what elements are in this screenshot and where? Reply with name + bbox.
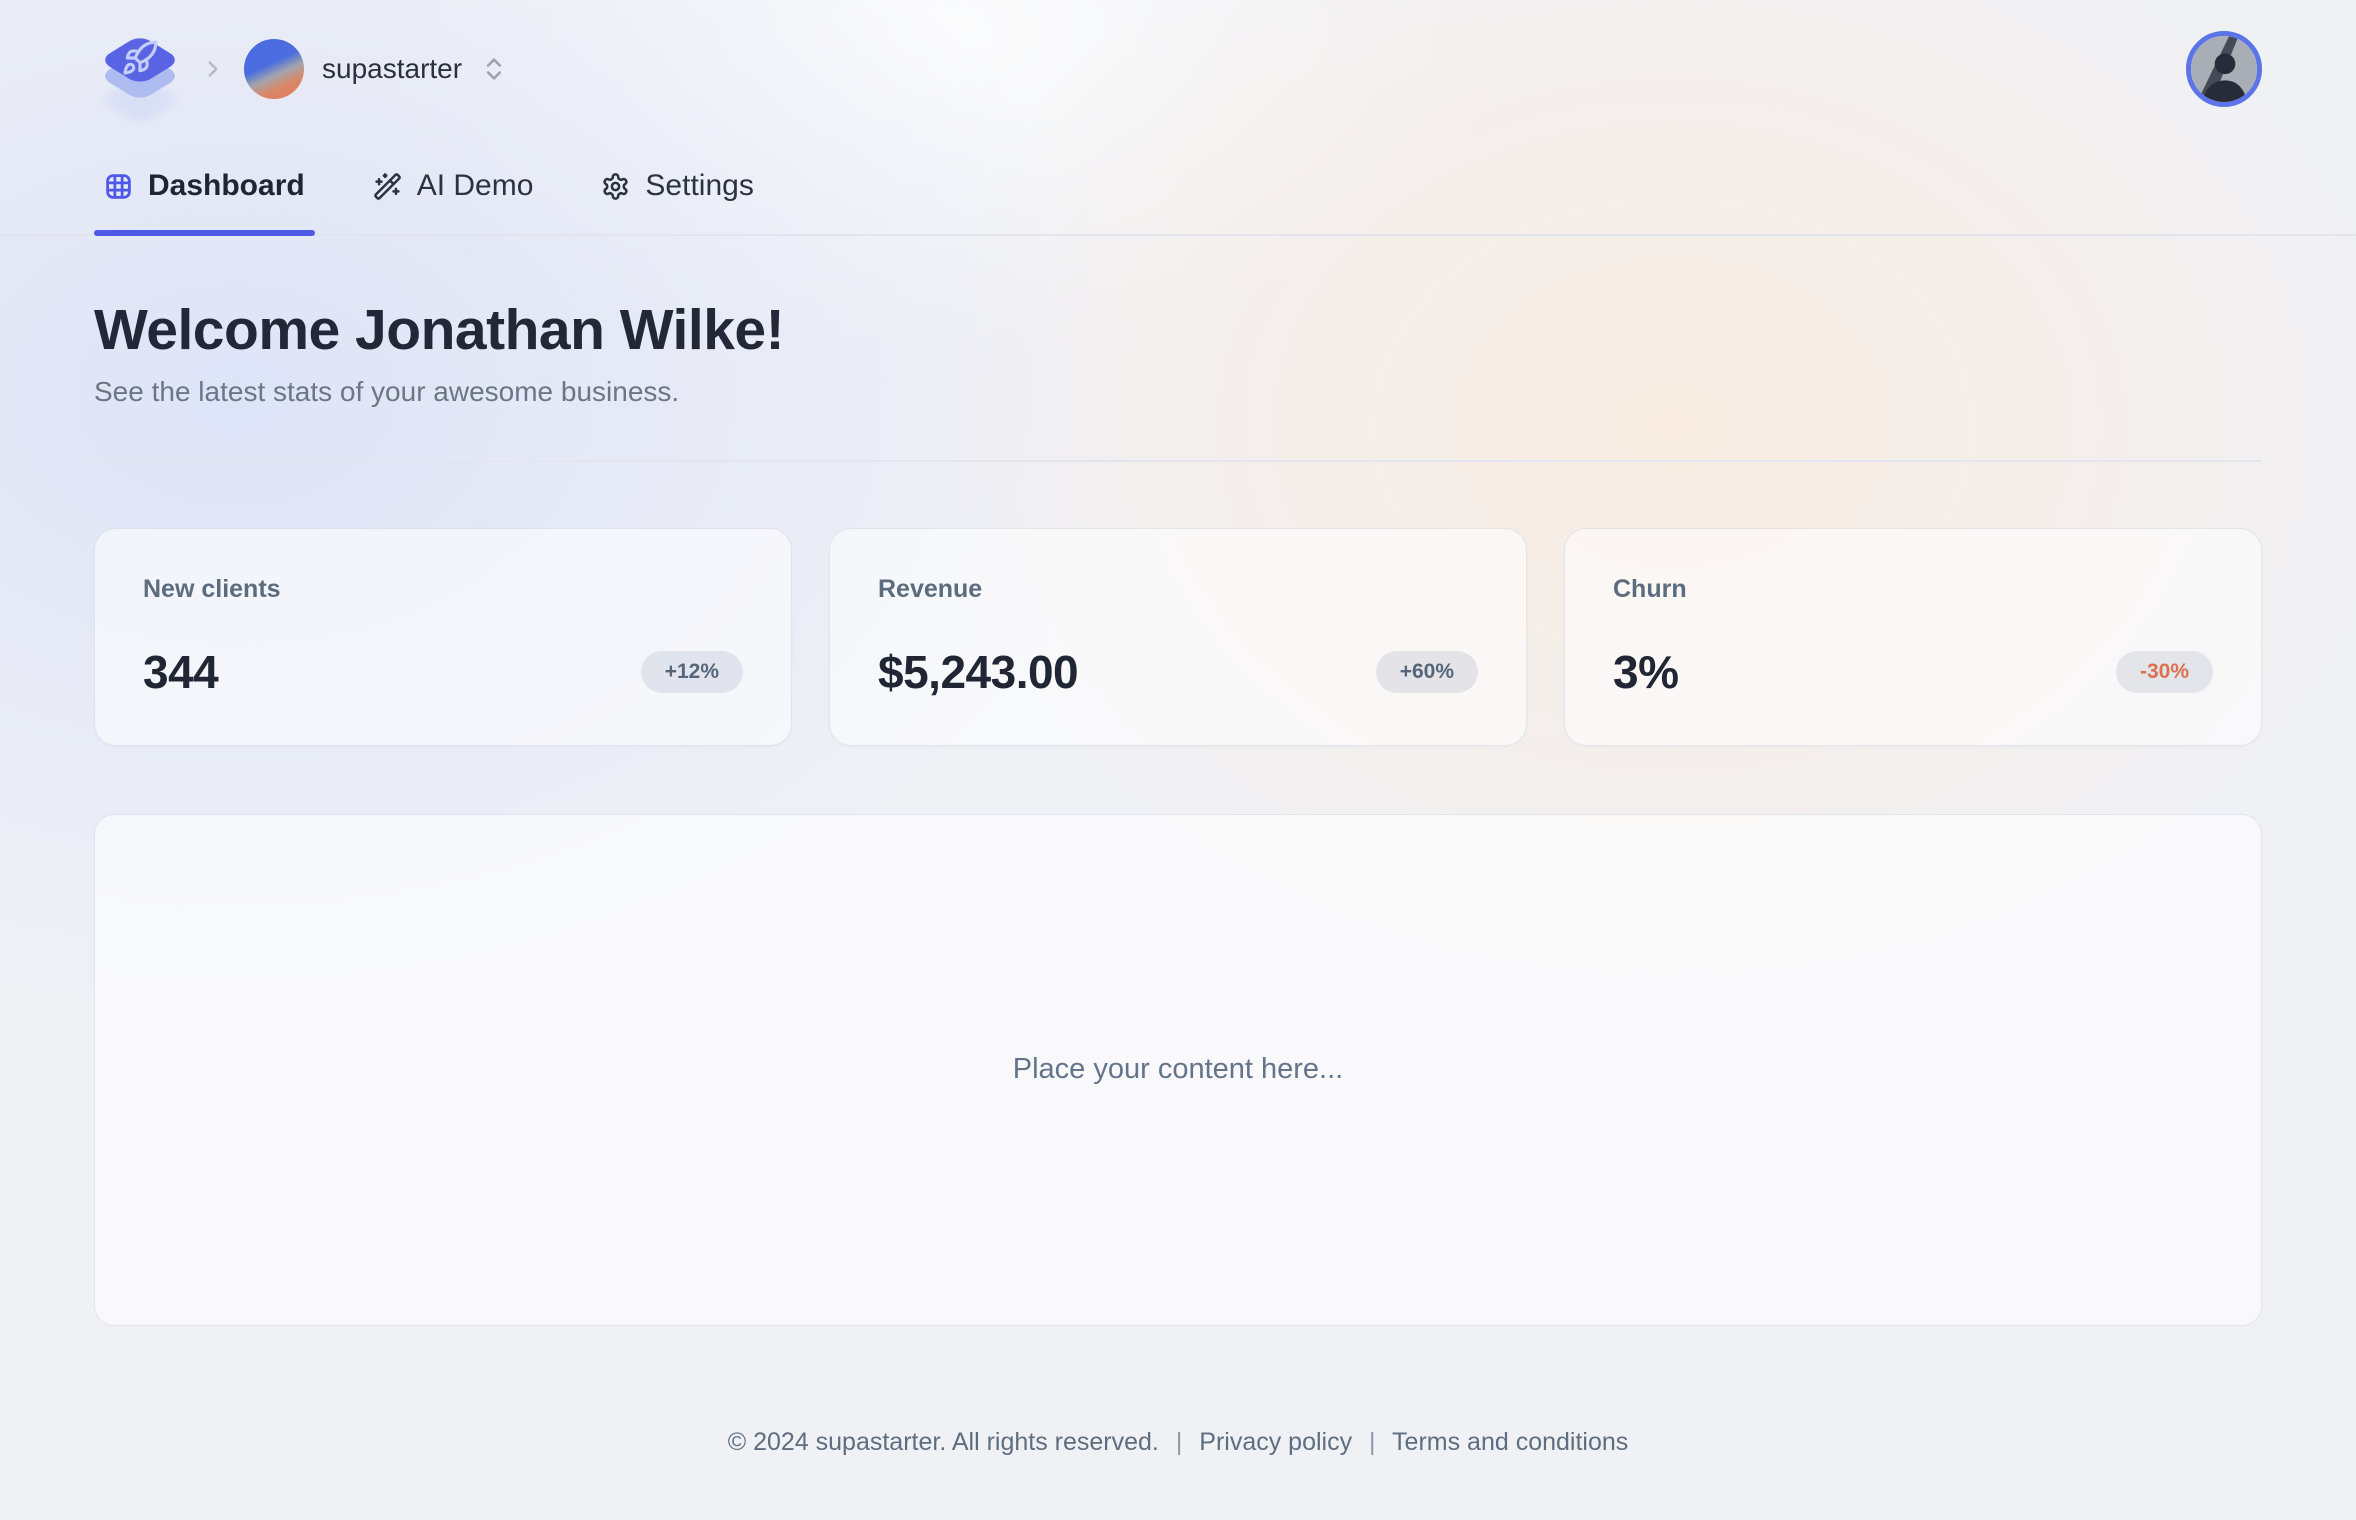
tab-dashboard[interactable]: Dashboard — [94, 138, 315, 236]
tab-bar: Dashboard AI Demo Settings — [0, 138, 2356, 236]
app-logo[interactable] — [94, 19, 186, 126]
footer-separator: | — [1175, 1427, 1183, 1456]
stat-value: 344 — [143, 645, 219, 698]
workspace-switcher[interactable]: supastarter — [244, 39, 508, 99]
stat-change-badge: +12% — [640, 650, 743, 693]
tab-settings-label: Settings — [645, 169, 754, 202]
stat-change-badge: -30% — [2115, 650, 2213, 693]
main-content: Welcome Jonathan Wilke! See the latest s… — [0, 298, 2356, 1457]
tab-ai-demo-label: AI Demo — [416, 169, 534, 202]
workspace-name: supastarter — [322, 53, 463, 84]
chevron-right-icon — [208, 61, 218, 77]
stat-label: Churn — [1613, 574, 1687, 603]
stats-row: New clients 344 +12% Revenue $5,243.00 +… — [94, 527, 2262, 746]
page-subtitle: See the latest stats of your awesome bus… — [94, 375, 680, 407]
privacy-policy-link[interactable]: Privacy policy — [1199, 1427, 1353, 1456]
user-menu-button[interactable] — [2186, 31, 2262, 107]
stat-label: Revenue — [878, 574, 983, 603]
content-placeholder-text: Place your content here... — [1012, 1053, 1344, 1086]
stat-label: New clients — [143, 574, 281, 603]
rocket-icon — [123, 40, 158, 75]
copyright-text: © 2024 supastarter. All rights reserved. — [727, 1427, 1159, 1456]
wand-sparkles-icon — [373, 172, 401, 200]
tab-ai-demo[interactable]: AI Demo — [363, 138, 544, 234]
stat-card-churn: Churn 3% -30% — [1564, 527, 2262, 746]
terms-link[interactable]: Terms and conditions — [1392, 1427, 1629, 1456]
content-placeholder-box: Place your content here... — [94, 813, 2262, 1326]
welcome-section: Welcome Jonathan Wilke! See the latest s… — [94, 298, 2262, 462]
top-bar: supastarter — [0, 0, 2356, 138]
stat-card-revenue: Revenue $5,243.00 +60% — [829, 527, 1527, 746]
footer-separator: | — [1369, 1427, 1376, 1456]
page-title: Welcome Jonathan Wilke! — [94, 298, 785, 362]
stat-change-badge: +60% — [1375, 650, 1478, 693]
user-avatar-photo — [2191, 36, 2257, 102]
tab-settings[interactable]: Settings — [591, 138, 763, 234]
stat-value: 3% — [1613, 645, 1679, 698]
chevrons-up-down-icon — [486, 58, 502, 80]
gear-icon — [603, 172, 629, 200]
workspace-avatar — [244, 39, 304, 99]
user-avatar — [2186, 31, 2262, 107]
footer: © 2024 supastarter. All rights reserved.… — [94, 1428, 2262, 1457]
grid-icon — [106, 173, 131, 199]
tab-dashboard-label: Dashboard — [148, 169, 305, 202]
stat-value: $5,243.00 — [878, 645, 1079, 698]
stat-card-new-clients: New clients 344 +12% — [94, 527, 792, 746]
